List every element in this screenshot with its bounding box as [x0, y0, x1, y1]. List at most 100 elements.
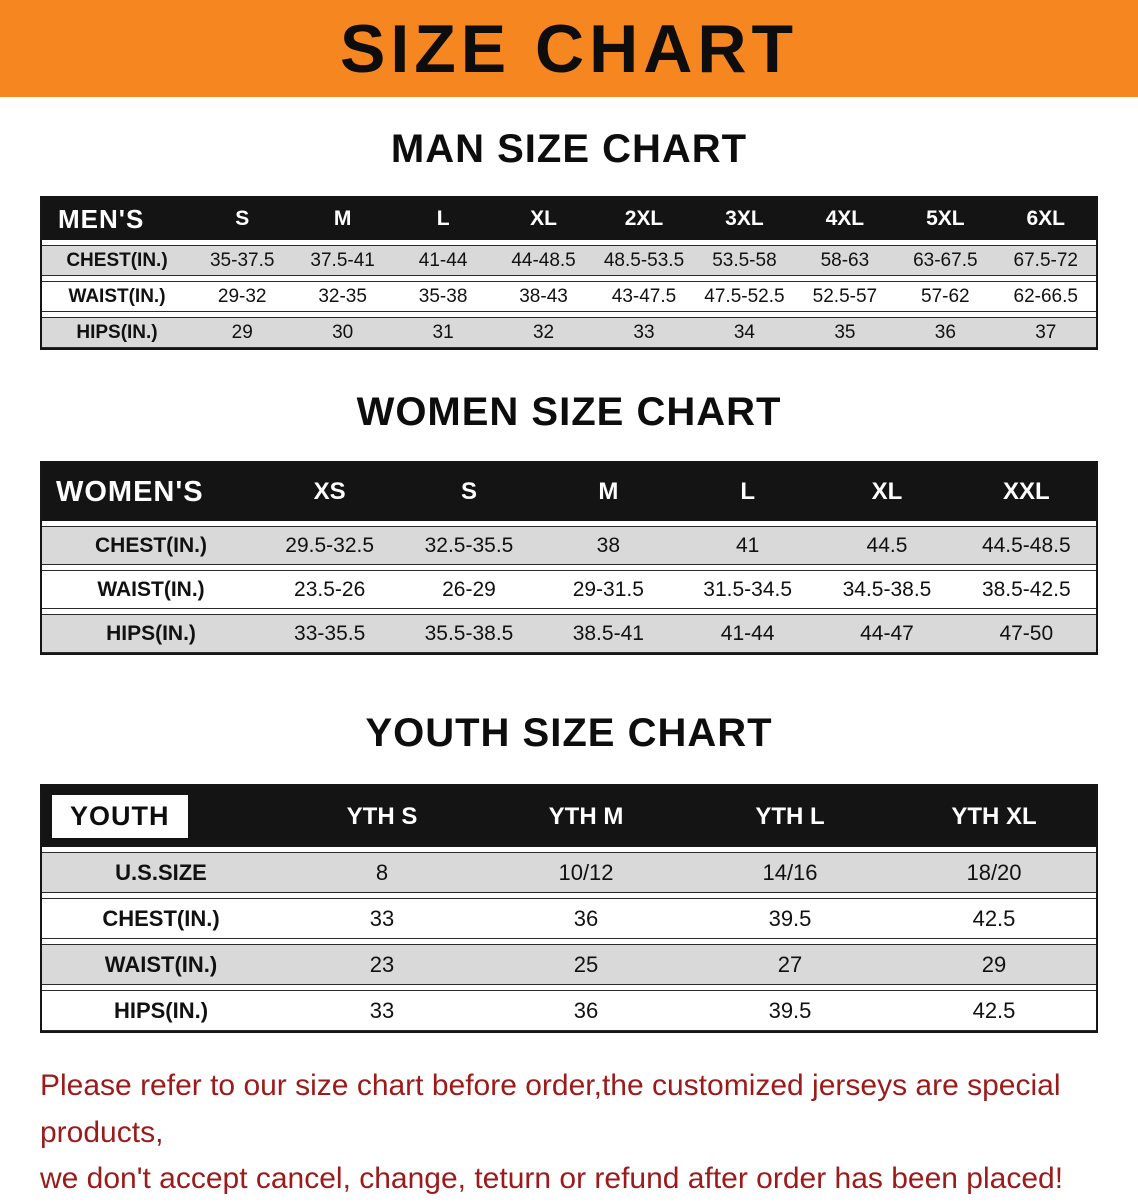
size-value-cell: 35-37.5 — [192, 245, 293, 276]
youth-section: YOUTH SIZE CHART YOUTH YTH S YTH M YTH L YTH… — [0, 655, 1138, 1033]
size-value-cell: 41 — [677, 526, 818, 565]
size-value-cell: 38.5-41 — [538, 614, 678, 653]
column-header-cell: 4XL — [794, 198, 896, 240]
column-header-cell: L — [677, 463, 818, 521]
size-value-cell: 33-35.5 — [260, 614, 400, 653]
column-header-cell: YTH L — [688, 786, 892, 847]
women-section-heading: WOMEN SIZE CHART — [356, 390, 782, 434]
row-label-cell: CHEST(IN.) — [42, 245, 192, 276]
size-value-cell: 38 — [538, 526, 678, 565]
column-header-cell: YTH XL — [892, 786, 1096, 847]
men-section-heading: MAN SIZE CHART — [390, 127, 748, 171]
size-value-cell: 47-50 — [956, 614, 1096, 653]
size-value-cell: 31.5-34.5 — [677, 570, 818, 609]
youth-section-heading: YOUTH SIZE CHART — [365, 711, 773, 755]
size-value-cell: 29-31.5 — [538, 570, 678, 609]
size-value-cell: 39.5 — [688, 990, 892, 1031]
size-value-cell: 43-47.5 — [593, 281, 695, 312]
size-value-cell: 37.5-41 — [292, 245, 393, 276]
size-value-cell: 35-38 — [392, 281, 494, 312]
size-value-cell: 36 — [484, 990, 688, 1031]
size-value-cell: 26-29 — [399, 570, 539, 609]
column-header-cell: YTH M — [484, 786, 688, 847]
column-header-cell: 2XL — [593, 198, 695, 240]
column-header-cell: 5XL — [895, 198, 996, 240]
row-label-cell: HIPS(IN.) — [42, 317, 192, 348]
size-value-cell: 36 — [895, 317, 996, 348]
column-header-cell: XS — [260, 463, 400, 521]
column-header-cell: XL — [817, 463, 957, 521]
size-value-cell: 23 — [280, 944, 484, 985]
row-label-cell: CHEST(IN.) — [42, 898, 280, 939]
size-value-cell: 29.5-32.5 — [260, 526, 400, 565]
table-title-cell: YOUTH — [42, 786, 280, 847]
size-value-cell: 58-63 — [794, 245, 896, 276]
women-section: WOMEN SIZE CHART WOMEN'S XS S M L XL XXL CHEST(… — [0, 350, 1138, 655]
youth-size-table: YOUTH YTH S YTH M YTH L YTH XL U.S.SIZE 8 10/12… — [40, 784, 1098, 1033]
men-size-table: MEN'S S M L XL 2XL 3XL 4XL 5XL 6XL CHEST(IN.) 35-37… — [40, 196, 1098, 350]
size-value-cell: 44.5 — [817, 526, 957, 565]
disclaimer-line: Please refer to our size chart before or… — [40, 1069, 1061, 1149]
size-value-cell: 34.5-38.5 — [817, 570, 957, 609]
column-header-cell: YTH S — [280, 786, 484, 847]
size-value-cell: 44.5-48.5 — [956, 526, 1096, 565]
column-header-cell: XL — [493, 198, 594, 240]
size-value-cell: 41-44 — [392, 245, 494, 276]
size-value-cell: 41-44 — [677, 614, 818, 653]
size-value-cell: 8 — [280, 852, 484, 893]
size-value-cell: 52.5-57 — [794, 281, 896, 312]
size-value-cell: 29 — [892, 944, 1096, 985]
page-title: SIZE CHART — [340, 10, 798, 87]
size-value-cell: 38-43 — [493, 281, 594, 312]
column-header-cell: 3XL — [694, 198, 795, 240]
men-section: MAN SIZE CHART MEN'S S M L XL 2XL 3XL 4XL 5XL 6XL… — [0, 97, 1138, 350]
size-value-cell: 34 — [694, 317, 795, 348]
row-label-cell: WAIST(IN.) — [42, 281, 192, 312]
row-label-cell: HIPS(IN.) — [42, 990, 280, 1031]
size-value-cell: 42.5 — [892, 898, 1096, 939]
table-title-label: YOUTH — [52, 795, 188, 838]
column-header-cell: L — [392, 198, 494, 240]
size-value-cell: 27 — [688, 944, 892, 985]
row-label-cell: WAIST(IN.) — [42, 944, 280, 985]
disclaimer-line: we don't accept cancel, change, teturn o… — [40, 1162, 1064, 1195]
size-value-cell: 44-47 — [817, 614, 957, 653]
column-header-cell: M — [538, 463, 678, 521]
size-value-cell: 30 — [292, 317, 393, 348]
size-value-cell: 33 — [593, 317, 695, 348]
size-value-cell: 23.5-26 — [260, 570, 400, 609]
row-label-cell: WAIST(IN.) — [42, 570, 260, 609]
size-value-cell: 33 — [280, 898, 484, 939]
table-title-cell: WOMEN'S — [42, 463, 260, 521]
size-value-cell: 63-67.5 — [895, 245, 996, 276]
women-size-table: WOMEN'S XS S M L XL XXL CHEST(IN.) 29.5-32.5 32.5… — [40, 461, 1098, 655]
size-value-cell: 35.5-38.5 — [399, 614, 539, 653]
size-value-cell: 39.5 — [688, 898, 892, 939]
size-value-cell: 37 — [995, 317, 1096, 348]
size-value-cell: 25 — [484, 944, 688, 985]
size-value-cell: 47.5-52.5 — [694, 281, 795, 312]
row-label-cell: U.S.SIZE — [42, 852, 280, 893]
size-value-cell: 32 — [493, 317, 594, 348]
size-value-cell: 32-35 — [292, 281, 393, 312]
column-header-cell: XXL — [956, 463, 1096, 521]
size-value-cell: 48.5-53.5 — [593, 245, 695, 276]
size-value-cell: 36 — [484, 898, 688, 939]
size-value-cell: 62-66.5 — [995, 281, 1096, 312]
banner: SIZE CHART — [0, 0, 1138, 97]
size-value-cell: 33 — [280, 990, 484, 1031]
size-value-cell: 67.5-72 — [995, 245, 1096, 276]
row-label-cell: CHEST(IN.) — [42, 526, 260, 565]
size-value-cell: 18/20 — [892, 852, 1096, 893]
column-header-cell: S — [192, 198, 293, 240]
column-header-cell: 6XL — [995, 198, 1096, 240]
size-value-cell: 35 — [794, 317, 896, 348]
table-title-cell: MEN'S — [42, 198, 192, 240]
size-value-cell: 38.5-42.5 — [956, 570, 1096, 609]
size-value-cell: 31 — [392, 317, 494, 348]
size-value-cell: 10/12 — [484, 852, 688, 893]
size-value-cell: 14/16 — [688, 852, 892, 893]
size-value-cell: 44-48.5 — [493, 245, 594, 276]
size-value-cell: 29-32 — [192, 281, 293, 312]
